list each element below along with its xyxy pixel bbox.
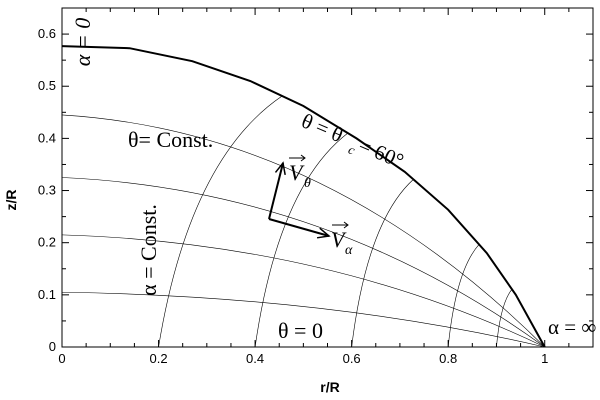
alpha-const-line xyxy=(351,179,414,348)
v-alpha-arrow xyxy=(268,218,330,237)
alpha-const-line xyxy=(447,244,480,348)
y-tick-label: 0.5 xyxy=(38,78,56,93)
y-tick-label: 0.2 xyxy=(38,235,56,250)
theta-const-line xyxy=(61,114,545,348)
boundary-curve-line xyxy=(61,45,546,348)
x-tick-label: 0 xyxy=(58,351,65,366)
theta-c-value: = 60° xyxy=(355,133,407,173)
velocity-vectors xyxy=(268,154,349,239)
grid-lines xyxy=(61,95,545,348)
alpha-zero-label: α = 0 xyxy=(70,18,95,66)
y-axis-title: z/R xyxy=(3,190,19,211)
alpha-infinity-label: α = ∞ xyxy=(548,315,596,339)
v-theta-subscript: θ xyxy=(304,176,311,191)
v-alpha-label: V xyxy=(331,227,347,252)
x-tick-label: 0.4 xyxy=(246,351,264,366)
y-tick-label: 0.6 xyxy=(38,26,56,41)
y-tick-label: 0.4 xyxy=(38,130,56,145)
theta-const-line xyxy=(61,291,545,348)
theta-const-line xyxy=(61,177,545,348)
v-theta-label: V xyxy=(289,160,305,185)
v-alpha-overarrow-head xyxy=(343,221,349,229)
x-tick-label: 0.8 xyxy=(439,351,457,366)
alpha-const-line xyxy=(254,132,348,348)
theta-c-label: θ = θ c = 60° xyxy=(298,109,407,173)
theta-const-label: θ= Const. xyxy=(128,127,213,152)
y-tick-label: 0.3 xyxy=(38,183,56,198)
boundary-curve xyxy=(61,45,546,348)
theta-zero-label: θ = 0 xyxy=(278,318,323,343)
y-tick-label: 0 xyxy=(49,339,56,354)
alpha-const-line xyxy=(496,289,513,348)
v-alpha-subscript: α xyxy=(345,243,353,258)
alpha-const-line xyxy=(158,95,283,348)
v-theta-arrow-head xyxy=(274,161,286,176)
v-theta-overarrow-head xyxy=(300,154,306,162)
x-tick-label: 0.6 xyxy=(343,351,361,366)
v-alpha-arrow-head xyxy=(316,227,331,239)
axes: 0 0.2 0.4 0.6 0.8 1 0 0.1 0.2 0.3 0.4 0.5 0.6 xyxy=(38,7,594,366)
theta-const-line xyxy=(61,234,545,348)
theta-c-label-text: θ = θ xyxy=(298,109,346,148)
x-axis-title: r/R xyxy=(320,379,339,395)
y-tick-label: 0.1 xyxy=(38,287,56,302)
theta-c-subscript: c xyxy=(346,142,357,158)
alpha-const-label: α = Const. xyxy=(136,204,161,296)
v-theta-arrow xyxy=(268,162,284,220)
x-tick-label: 1 xyxy=(541,351,548,366)
x-tick-label: 0.2 xyxy=(150,351,168,366)
